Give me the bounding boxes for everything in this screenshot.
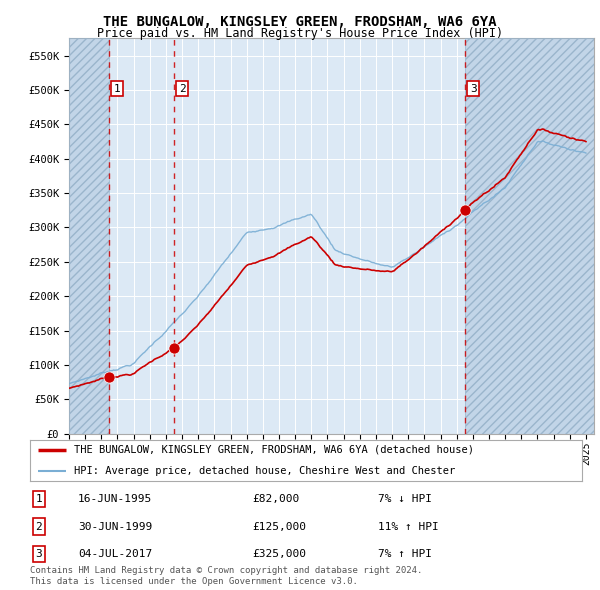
Text: 04-JUL-2017: 04-JUL-2017 (78, 549, 152, 559)
Text: HPI: Average price, detached house, Cheshire West and Chester: HPI: Average price, detached house, Ches… (74, 466, 455, 476)
Text: 3: 3 (35, 549, 43, 559)
Text: THE BUNGALOW, KINGSLEY GREEN, FRODSHAM, WA6 6YA: THE BUNGALOW, KINGSLEY GREEN, FRODSHAM, … (103, 15, 497, 29)
Text: £325,000: £325,000 (252, 549, 306, 559)
Text: 30-JUN-1999: 30-JUN-1999 (78, 522, 152, 532)
Text: This data is licensed under the Open Government Licence v3.0.: This data is licensed under the Open Gov… (30, 577, 358, 586)
Text: 1: 1 (35, 494, 43, 504)
Bar (69, 38, 109, 434)
Text: 7% ↑ HPI: 7% ↑ HPI (378, 549, 432, 559)
Bar (69, 38, 109, 434)
Text: 7% ↓ HPI: 7% ↓ HPI (378, 494, 432, 504)
Text: 2: 2 (35, 522, 43, 532)
Text: THE BUNGALOW, KINGSLEY GREEN, FRODSHAM, WA6 6YA (detached house): THE BUNGALOW, KINGSLEY GREEN, FRODSHAM, … (74, 445, 474, 455)
Text: 11% ↑ HPI: 11% ↑ HPI (378, 522, 439, 532)
Text: 1: 1 (113, 84, 121, 94)
Text: Price paid vs. HM Land Registry's House Price Index (HPI): Price paid vs. HM Land Registry's House … (97, 27, 503, 40)
Text: £125,000: £125,000 (252, 522, 306, 532)
Bar (465, 38, 594, 434)
Text: 3: 3 (470, 84, 476, 94)
Bar (465, 38, 594, 434)
Text: £82,000: £82,000 (252, 494, 299, 504)
Text: 2: 2 (179, 84, 185, 94)
Text: Contains HM Land Registry data © Crown copyright and database right 2024.: Contains HM Land Registry data © Crown c… (30, 566, 422, 575)
Text: 16-JUN-1995: 16-JUN-1995 (78, 494, 152, 504)
